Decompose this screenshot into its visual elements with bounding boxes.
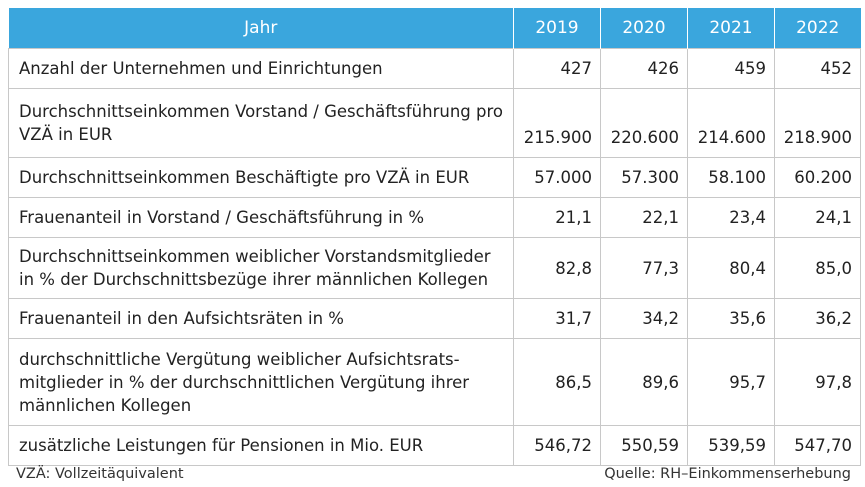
cell-value: 23,4 (687, 197, 775, 238)
cell-value: 22,1 (600, 197, 688, 238)
income-survey-table: Jahr 2019 2020 2021 2022 Anzahl der Unte… (8, 8, 861, 466)
cell-value: 214.600 (687, 88, 775, 158)
cell-value: 459 (687, 48, 775, 89)
cell-value: 546,72 (513, 425, 601, 466)
row-label: durchschnittliche Vergütung weiblicher A… (8, 338, 514, 426)
cell-value: 95,7 (687, 338, 775, 426)
table-row: durchschnittliche Vergütung weiblicher A… (8, 338, 861, 426)
cell-value: 34,2 (600, 298, 688, 339)
cell-value: 85,0 (774, 237, 861, 299)
row-label: Anzahl der Unternehmen und Einrichtungen (8, 48, 514, 89)
header-year-2021: 2021 (687, 8, 775, 49)
table-header-row: Jahr 2019 2020 2021 2022 (8, 8, 861, 49)
cell-value: 57.300 (600, 157, 688, 198)
cell-value: 77,3 (600, 237, 688, 299)
cell-value: 427 (513, 48, 601, 89)
header-year-2020: 2020 (600, 8, 688, 49)
table-row: Frauenanteil in den Aufsichtsräten in % … (8, 298, 861, 339)
cell-value: 36,2 (774, 298, 861, 339)
header-year-2022: 2022 (774, 8, 861, 49)
table-row: zusätzliche Leistungen für Pensionen in … (8, 425, 861, 466)
cell-value: 82,8 (513, 237, 601, 299)
cell-value: 21,1 (513, 197, 601, 238)
row-label: Durchschnittseinkommen weiblicher Vorsta… (8, 237, 514, 299)
cell-value: 215.900 (513, 88, 601, 158)
footnote-vza: VZÄ: Vollzeitäquivalent (16, 466, 184, 482)
row-label: Durchschnittseinkommen Vorstand / Geschä… (8, 88, 514, 158)
cell-value: 426 (600, 48, 688, 89)
cell-value: 550,59 (600, 425, 688, 466)
header-jahr: Jahr (8, 8, 514, 49)
cell-value: 57.000 (513, 157, 601, 198)
row-label: Durchschnittseinkommen Beschäftigte pro … (8, 157, 514, 198)
table-row: Durchschnittseinkommen weiblicher Vorsta… (8, 237, 861, 299)
cell-value: 218.900 (774, 88, 861, 158)
row-label: Frauenanteil in den Aufsichtsräten in % (8, 298, 514, 339)
header-year-2019: 2019 (513, 8, 601, 49)
row-label: zusätzliche Leistungen für Pensionen in … (8, 425, 514, 466)
cell-value: 547,70 (774, 425, 861, 466)
table-row: Anzahl der Unternehmen und Einrichtungen… (8, 48, 861, 89)
source-note: Quelle: RH–Einkommenserhebung (604, 466, 851, 482)
cell-value: 220.600 (600, 88, 688, 158)
cell-value: 58.100 (687, 157, 775, 198)
cell-value: 35,6 (687, 298, 775, 339)
cell-value: 24,1 (774, 197, 861, 238)
cell-value: 31,7 (513, 298, 601, 339)
cell-value: 80,4 (687, 237, 775, 299)
cell-value: 452 (774, 48, 861, 89)
table-row: Frauenanteil in Vorstand / Geschäftsführ… (8, 197, 861, 238)
cell-value: 86,5 (513, 338, 601, 426)
table-row: Durchschnittseinkommen Beschäftigte pro … (8, 157, 861, 198)
cell-value: 89,6 (600, 338, 688, 426)
cell-value: 97,8 (774, 338, 861, 426)
table-row: Durchschnittseinkommen Vorstand / Geschä… (8, 88, 861, 158)
cell-value: 539,59 (687, 425, 775, 466)
row-label: Frauenanteil in Vorstand / Geschäftsführ… (8, 197, 514, 238)
cell-value: 60.200 (774, 157, 861, 198)
